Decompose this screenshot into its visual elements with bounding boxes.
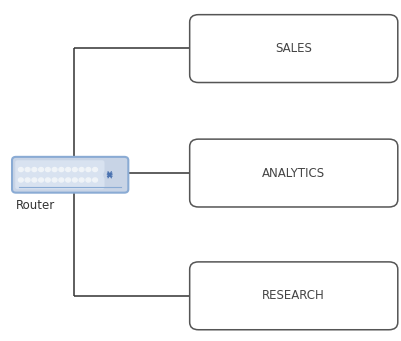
Circle shape <box>73 178 77 182</box>
Circle shape <box>59 178 64 182</box>
Circle shape <box>25 167 30 172</box>
Circle shape <box>52 167 57 172</box>
FancyBboxPatch shape <box>190 15 398 83</box>
FancyBboxPatch shape <box>15 160 105 189</box>
Text: Router: Router <box>16 199 55 212</box>
Circle shape <box>18 167 23 172</box>
Circle shape <box>59 167 64 172</box>
Circle shape <box>52 178 57 182</box>
Text: RESEARCH: RESEARCH <box>262 289 325 302</box>
FancyBboxPatch shape <box>12 157 128 193</box>
Circle shape <box>86 167 91 172</box>
Circle shape <box>45 167 50 172</box>
Circle shape <box>79 178 84 182</box>
Circle shape <box>93 178 97 182</box>
Text: ANALYTICS: ANALYTICS <box>262 166 325 180</box>
Text: SALES: SALES <box>275 42 312 55</box>
Circle shape <box>93 167 97 172</box>
Circle shape <box>86 178 91 182</box>
Circle shape <box>32 167 37 172</box>
FancyBboxPatch shape <box>190 139 398 207</box>
Circle shape <box>45 178 50 182</box>
Circle shape <box>104 170 115 180</box>
Circle shape <box>32 178 37 182</box>
Circle shape <box>73 167 77 172</box>
Circle shape <box>66 178 71 182</box>
Circle shape <box>38 178 43 182</box>
Circle shape <box>18 178 23 182</box>
Circle shape <box>79 167 84 172</box>
Circle shape <box>66 167 71 172</box>
Circle shape <box>38 167 43 172</box>
FancyBboxPatch shape <box>190 262 398 330</box>
Circle shape <box>25 178 30 182</box>
